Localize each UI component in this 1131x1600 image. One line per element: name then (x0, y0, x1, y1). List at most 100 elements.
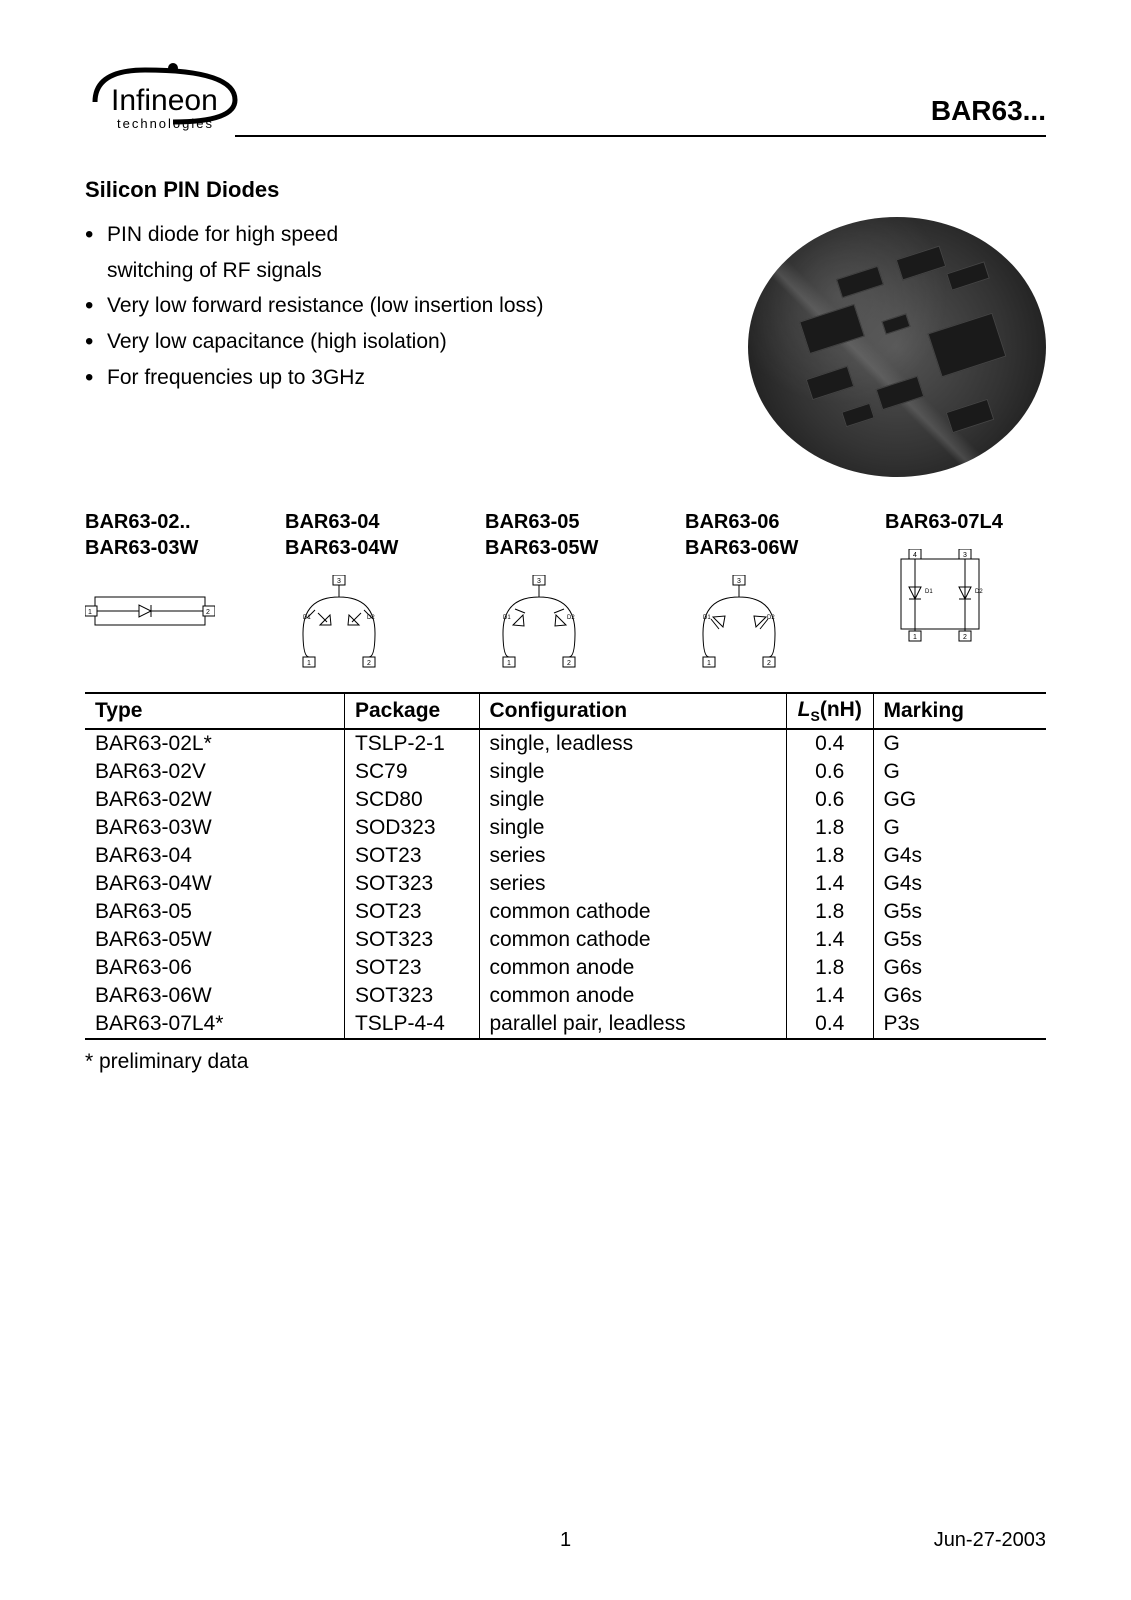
variant-label: BAR63-07L4 (885, 509, 1003, 535)
variant-col: BAR63-06 BAR63-06W 3 1 2 D1 D2 (685, 509, 885, 670)
cell-type: BAR63-06W (85, 982, 344, 1010)
variant-label: BAR63-04 (285, 509, 379, 535)
variant-label: BAR63-02.. (85, 509, 191, 535)
svg-text:D2: D2 (767, 615, 775, 621)
col-ls: LS(nH) (787, 693, 873, 729)
feature-item: PIN diode for high speed switching of RF… (85, 217, 722, 288)
infineon-logo-icon: Infineon technologies (85, 60, 255, 145)
page-date: Jun-27-2003 (934, 1529, 1046, 1552)
svg-text:2: 2 (963, 634, 967, 641)
svg-text:3: 3 (737, 578, 741, 585)
variant-label: BAR63-05W (485, 535, 598, 561)
footnote: * preliminary data (85, 1050, 1046, 1074)
cell-type: BAR63-02V (85, 758, 344, 786)
cell-ls: 1.8 (787, 898, 873, 926)
svg-text:D1: D1 (703, 615, 711, 621)
feature-item: Very low forward resistance (low inserti… (85, 288, 722, 324)
svg-text:technologies: technologies (117, 116, 214, 131)
cell-marking: G6s (873, 982, 1046, 1010)
cell-type: BAR63-06 (85, 954, 344, 982)
col-type: Type (85, 693, 344, 729)
cell-ls: 1.8 (787, 842, 873, 870)
part-number-title: BAR63... (931, 95, 1046, 127)
features-row: PIN diode for high speed switching of RF… (85, 217, 1046, 477)
schematic-parallel: 4 3 1 2 D1 D2 (885, 549, 995, 644)
cell-ls: 1.4 (787, 982, 873, 1010)
cell-config: single (479, 758, 787, 786)
cell-marking: P3s (873, 1010, 1046, 1039)
cell-config: series (479, 870, 787, 898)
header-rule (235, 135, 1046, 137)
cell-ls: 1.4 (787, 870, 873, 898)
cell-package: TSLP-4-4 (344, 1010, 479, 1039)
page-number: 1 (560, 1529, 571, 1552)
cell-package: SOT323 (344, 926, 479, 954)
svg-text:1: 1 (88, 609, 92, 616)
cell-config: common anode (479, 982, 787, 1010)
cell-package: SOT23 (344, 898, 479, 926)
cell-ls: 1.8 (787, 954, 873, 982)
cell-type: BAR63-05W (85, 926, 344, 954)
cell-ls: 1.4 (787, 926, 873, 954)
svg-text:3: 3 (337, 578, 341, 585)
feature-text-cont: switching of RF signals (107, 259, 322, 282)
table-row: BAR63-04WSOT323series1.4G4s (85, 870, 1046, 898)
variant-label: BAR63-03W (85, 535, 198, 561)
section-title: Silicon PIN Diodes (85, 177, 1046, 203)
cell-package: SOT23 (344, 842, 479, 870)
table-row: BAR63-06SOT23common anode1.8G6s (85, 954, 1046, 982)
svg-text:2: 2 (206, 609, 210, 616)
cell-config: common anode (479, 954, 787, 982)
cell-marking: G5s (873, 898, 1046, 926)
cell-marking: G (873, 729, 1046, 758)
table-row: BAR63-02L*TSLP-2-1single, leadless0.4G (85, 729, 1046, 758)
svg-text:2: 2 (767, 660, 771, 667)
cell-marking: G (873, 758, 1046, 786)
svg-text:D2: D2 (367, 615, 375, 621)
svg-text:D1: D1 (303, 615, 311, 621)
page-footer: 1 Jun-27-2003 (85, 1529, 1046, 1552)
table-row: BAR63-06WSOT323common anode1.4G6s (85, 982, 1046, 1010)
svg-text:1: 1 (307, 660, 311, 667)
feature-item: Very low capacitance (high isolation) (85, 324, 722, 360)
svg-text:D2: D2 (975, 589, 983, 595)
cell-package: SC79 (344, 758, 479, 786)
cell-marking: G5s (873, 926, 1046, 954)
svg-text:3: 3 (963, 552, 967, 559)
cell-type: BAR63-02W (85, 786, 344, 814)
table-row: BAR63-02WSCD80single0.6GG (85, 786, 1046, 814)
variant-col: BAR63-05 BAR63-05W 3 1 2 D1 D2 (485, 509, 685, 670)
cell-type: BAR63-05 (85, 898, 344, 926)
svg-text:2: 2 (567, 660, 571, 667)
variant-label: BAR63-05 (485, 509, 579, 535)
svg-text:D1: D1 (925, 589, 933, 595)
svg-text:3: 3 (537, 578, 541, 585)
variant-label: BAR63-06W (685, 535, 798, 561)
cell-type: BAR63-07L4* (85, 1010, 344, 1039)
page-header: Infineon technologies BAR63... (85, 60, 1046, 145)
cell-marking: G6s (873, 954, 1046, 982)
cell-config: series (479, 842, 787, 870)
col-package: Package (344, 693, 479, 729)
col-marking: Marking (873, 693, 1046, 729)
variant-label: BAR63-04W (285, 535, 398, 561)
features-column: PIN diode for high speed switching of RF… (85, 217, 722, 395)
cell-ls: 0.6 (787, 758, 873, 786)
schematic-common-anode: 3 1 2 D1 D2 (685, 575, 795, 670)
svg-text:1: 1 (707, 660, 711, 667)
cell-config: single (479, 786, 787, 814)
cell-package: SOT323 (344, 982, 479, 1010)
cell-config: common cathode (479, 926, 787, 954)
cell-ls: 0.6 (787, 786, 873, 814)
product-table: Type Package Configuration LS(nH) Markin… (85, 692, 1046, 1040)
cell-marking: G (873, 814, 1046, 842)
schematic-series: 3 1 2 D1 D2 (285, 575, 395, 670)
cell-config: parallel pair, leadless (479, 1010, 787, 1039)
feature-item: For frequencies up to 3GHz (85, 360, 722, 396)
variant-label: BAR63-06 (685, 509, 779, 535)
variant-col: BAR63-02.. BAR63-03W 1 2 (85, 509, 285, 670)
svg-text:Infineon: Infineon (111, 84, 218, 117)
cell-type: BAR63-04W (85, 870, 344, 898)
cell-config: common cathode (479, 898, 787, 926)
col-config: Configuration (479, 693, 787, 729)
